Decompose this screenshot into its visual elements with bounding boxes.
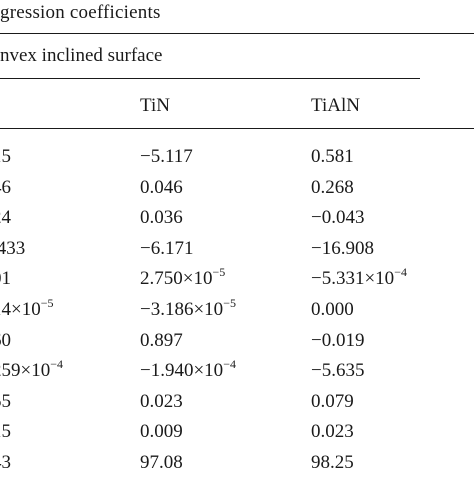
table-cell: 14×10−5 <box>0 296 54 321</box>
table-cell: .433 <box>0 238 25 260</box>
table-row: 259×10−4−1.940×10−4−5.635 <box>0 357 474 390</box>
cell-value: −5.117 <box>140 146 193 167</box>
table-row: 46 0.046 0.268 <box>0 177 474 207</box>
cell-value: −1.940×10 <box>140 360 224 382</box>
table-cell: 46 <box>0 177 11 199</box>
cell-value: 0.036 <box>140 207 183 229</box>
cell-value: −0.019 <box>311 329 365 351</box>
table-cell: 0.023 <box>140 391 183 413</box>
table-cell: 15 <box>0 421 11 443</box>
group-label: nvex inclined surface <box>0 45 163 66</box>
cell-value: 98.25 <box>311 452 354 473</box>
table-cell: 01 <box>0 268 11 290</box>
cell-value: −5.635 <box>311 360 365 382</box>
table-cell: 0.079 <box>311 391 354 413</box>
table-cell: 0.036 <box>140 207 183 229</box>
cell-value: −3.186×10 <box>140 299 224 320</box>
table-cell: 24 <box>0 207 11 229</box>
table-cell: −6.171 <box>140 238 193 260</box>
table-cell: −3.186×10−5 <box>140 296 236 321</box>
table-row: 01 2.750×10−5 −5.331×10−4 <box>0 265 474 298</box>
cell-value: 15 <box>0 146 11 167</box>
column-header-tin: TiN <box>140 95 170 116</box>
table-cell: −0.043 <box>311 207 364 229</box>
table-cell: 0.268 <box>311 177 354 199</box>
table-row: 55 0.023 0.079 <box>0 391 474 421</box>
cell-value: 2.750×10 <box>140 268 213 290</box>
cell-value: 55 <box>0 390 11 412</box>
table-row: 24 0.036 −0.043 <box>0 207 474 237</box>
table-row: 15 0.009 0.023 <box>0 421 474 451</box>
cell-value: 0.581 <box>311 146 354 167</box>
cell-exponent: −5 <box>212 265 226 280</box>
cell-exponent: −4 <box>50 357 63 372</box>
cell-value: −16.908 <box>311 237 374 259</box>
table-cell: −5.331×10−4 <box>311 265 407 290</box>
table-cell: 0.009 <box>140 421 183 443</box>
cell-value: −5.331×10 <box>311 268 395 290</box>
table-row: 14×10−5−3.186×10−50.000 <box>0 296 474 329</box>
table-cell: −5.117 <box>140 146 193 168</box>
table-cell: −1.940×10−4 <box>140 357 236 382</box>
cell-value: 0.079 <box>311 390 354 412</box>
cell-value: 0.897 <box>140 329 183 351</box>
header-rule <box>0 128 474 129</box>
cell-value: 46 <box>0 176 11 198</box>
cell-value: 01 <box>0 268 11 290</box>
cell-value: 24 <box>0 207 11 229</box>
cell-value: 14×10 <box>0 299 41 320</box>
cell-exponent: −4 <box>394 265 407 280</box>
cell-exponent: −5 <box>223 296 236 310</box>
table-cell: 2.750×10−5 <box>140 265 226 290</box>
table-row: 60 0.897 −0.019 <box>0 330 474 360</box>
cell-value: 0.000 <box>311 299 354 320</box>
cell-value: −6.171 <box>140 237 194 259</box>
cell-value: 259×10 <box>0 360 51 382</box>
table-cell: 0.046 <box>140 177 183 199</box>
table-cell: 55 <box>0 391 11 413</box>
table-cell: 60 <box>0 330 11 352</box>
cell-value: 0.268 <box>311 176 354 198</box>
table-row: .433 −6.171 −16.908 <box>0 238 474 268</box>
cell-value: 0.009 <box>140 421 183 443</box>
table-cell: 0.897 <box>140 330 183 352</box>
table-cell: 0.581 <box>311 146 354 168</box>
column-header-tialn: TiAlN <box>311 95 360 116</box>
table-cell: −16.908 <box>311 238 374 260</box>
table-cell: 0.000 <box>311 299 354 321</box>
cell-value: 15 <box>0 421 11 443</box>
cell-exponent: −4 <box>223 357 236 372</box>
table-cell: 0.023 <box>311 421 354 443</box>
cell-value: 43 <box>0 452 11 473</box>
table-cell: 98.25 <box>311 452 354 474</box>
cell-value: .433 <box>0 237 26 259</box>
cell-value: 0.023 <box>140 390 183 412</box>
table-row: 15 −5.117 0.581 <box>0 146 474 176</box>
table-cell: −5.635 <box>311 360 364 382</box>
table-cell: 97.08 <box>140 452 183 474</box>
table-top-rule <box>0 33 474 34</box>
table-cell: 15 <box>0 146 11 168</box>
cell-value: −0.043 <box>311 207 365 229</box>
table-cell: −0.019 <box>311 330 364 352</box>
cell-value: 0.046 <box>140 176 183 198</box>
table-cell: 259×10−4 <box>0 357 63 382</box>
cell-value: 97.08 <box>140 452 183 473</box>
table-cell: 43 <box>0 452 11 474</box>
cell-value: 60 <box>0 329 11 351</box>
table-caption: gression coefficients <box>0 2 161 23</box>
cell-exponent: −5 <box>40 296 54 310</box>
table-row: 43 97.08 98.25 <box>0 452 474 482</box>
cell-value: 0.023 <box>311 421 354 443</box>
group-rule <box>0 78 420 79</box>
